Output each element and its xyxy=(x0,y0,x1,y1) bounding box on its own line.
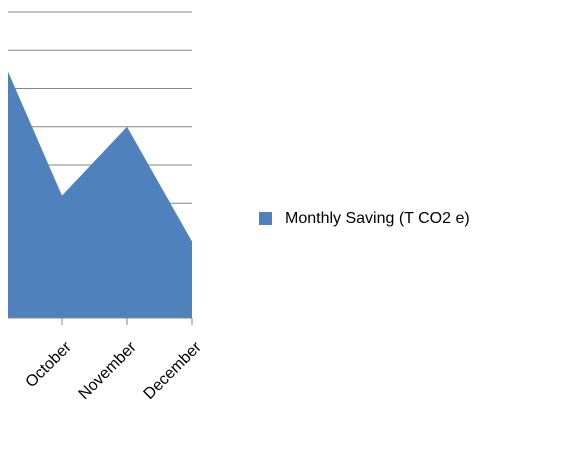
x-tick-label: December xyxy=(141,338,206,403)
legend: Monthly Saving (T CO2 e) xyxy=(259,210,470,227)
legend-label: Monthly Saving (T CO2 e) xyxy=(285,210,470,227)
axes: October November December xyxy=(8,317,206,403)
x-tick-label: October xyxy=(23,338,76,391)
x-tick-label: November xyxy=(76,338,141,403)
legend-swatch xyxy=(259,212,272,225)
plot-area xyxy=(8,11,192,319)
area xyxy=(8,71,192,318)
